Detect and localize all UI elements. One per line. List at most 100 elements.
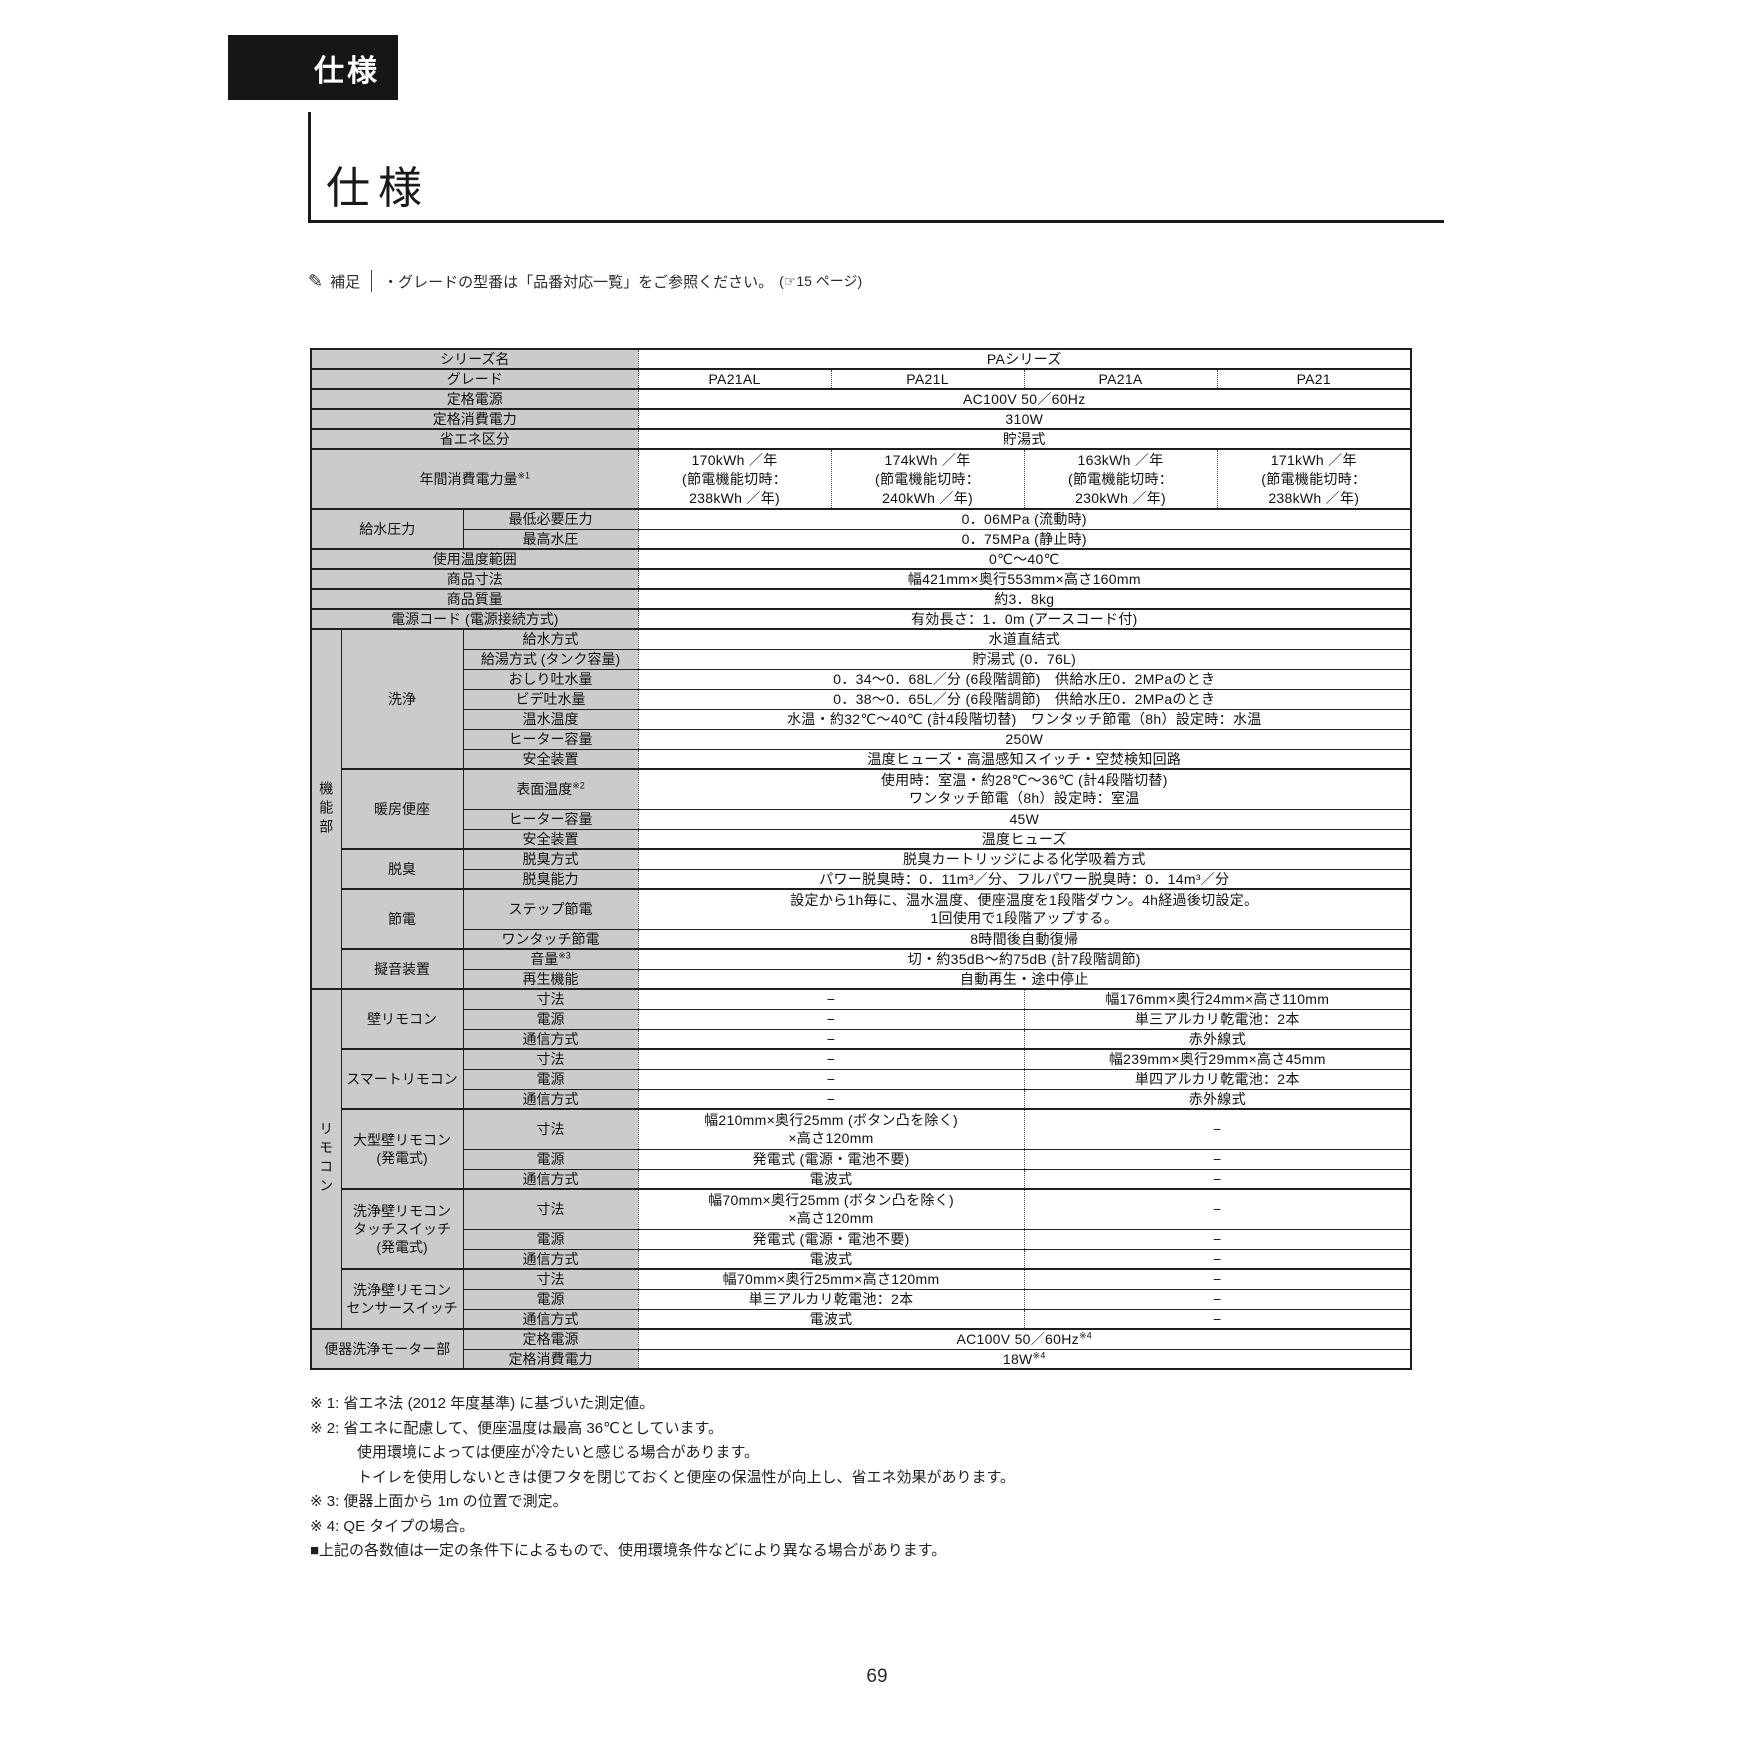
row-label: 通信方式 <box>462 1248 639 1269</box>
table-row: 節電 ステップ節電 設定から1h毎に、温水温度、便座温度を1段階ダウン。4h経過後切… <box>311 888 1412 949</box>
group-label: 洗浄壁リモコン センサースイッチ <box>340 1268 463 1329</box>
row-label: 最低必要圧力 <box>462 508 639 529</box>
row-label: 寸法 <box>462 1188 639 1229</box>
value-cell: − <box>1023 1288 1412 1309</box>
table-row: 温水温度 水温・約32℃～40℃ (計4段階切替) ワンタッチ節電（8h）設定時：… <box>311 708 1412 729</box>
row-label: 電源 <box>462 1008 639 1029</box>
footnote-line: トイレを使用しないときは便フタを閉じておくと便座の保温性が向上し、省エネ効果があ… <box>357 1468 1016 1486</box>
value-cell: − <box>1023 1108 1412 1149</box>
value-cell: 発電式 (電源・電池不要) <box>637 1228 1025 1249</box>
row-label: 商品質量 <box>310 588 639 609</box>
group-label: 暖房便座 <box>340 768 463 849</box>
value-cell: − <box>637 1008 1025 1029</box>
table-row: 定格消費電力 310W <box>310 408 1412 429</box>
supplement-note-label: 補足 <box>330 273 361 291</box>
row-label: 電源 <box>462 1148 639 1169</box>
value-cell: − <box>1023 1308 1412 1329</box>
row-label: 安全装置 <box>462 748 639 769</box>
table-row: 給湯方式 (タンク容量) 貯湯式 (0．76L) <box>311 648 1412 669</box>
group-label: 節電 <box>340 888 463 949</box>
table-row: 使用温度範囲 0℃～40℃ <box>310 548 1412 569</box>
value-cell: 171kWh ／年 (節電機能切時： 238kWh ／年) <box>1216 448 1412 509</box>
value-cell: 発電式 (電源・電池不要) <box>637 1148 1025 1169</box>
row-label: 最高水圧 <box>462 528 639 549</box>
row-label: 通信方式 <box>462 1088 639 1109</box>
value-cell: − <box>637 1048 1025 1069</box>
value-cell: − <box>1023 1168 1412 1189</box>
row-label: 定格電源 <box>310 388 639 409</box>
row-label: 商品寸法 <box>310 568 639 589</box>
value-cell: 0．06MPa (流動時) <box>637 508 1412 529</box>
value-cell: 幅70mm×奥行25mm×高さ120mm <box>637 1268 1025 1289</box>
row-label: ヒーター容量 <box>462 808 639 829</box>
row-label: 給湯方式 (タンク容量) <box>462 648 639 669</box>
value-cell: PA21L <box>830 368 1025 389</box>
row-label: グレード <box>310 368 639 389</box>
group-label: 便器洗浄モーター部 <box>310 1328 463 1369</box>
value-cell: 0．38～0．65L／分 (6段階調節) 供給水圧0．2MPaのとき <box>637 688 1412 709</box>
value-cell: AC100V 50／60Hz※4 <box>637 1328 1412 1349</box>
value-cell: 幅239mm×奥行29mm×高さ45mm <box>1023 1048 1412 1069</box>
table-row: ビデ吐水量 0．38～0．65L／分 (6段階調節) 供給水圧0．2MPaのとき <box>311 688 1412 709</box>
table-row: おしり吐水量 0．34～0．68L／分 (6段階調節) 供給水圧0．2MPaのとき <box>311 668 1412 689</box>
row-label: 省エネ区分 <box>310 428 639 449</box>
value-cell: − <box>637 1068 1025 1089</box>
group-label: 壁リモコン <box>340 988 463 1049</box>
row-label: 定格消費電力 <box>462 1348 639 1369</box>
value-cell: PAシリーズ <box>637 348 1412 369</box>
footnote-line: ■上記の各数値は一定の条件下によるもので、使用環境条件などにより異なる場合があり… <box>310 1542 947 1559</box>
value-cell: 0．75MPa (静止時) <box>637 528 1412 549</box>
group-label: 洗浄 <box>340 628 463 769</box>
row-label: 脱臭方式 <box>462 848 639 869</box>
table-row: ヒーター容量 250W <box>311 728 1412 749</box>
page-title: 仕様 <box>326 164 430 213</box>
table-row: 擬音装置 音量※3 切・約35dB～約75dB (計7段階調節) <box>311 948 1412 989</box>
value-cell: 310W <box>637 408 1412 429</box>
value-cell: 設定から1h毎に、温水温度、便座温度を1段階ダウン。4h経過後切設定。 1回使用で… <box>637 888 1412 929</box>
table-row: 安全装置 温度ヒューズ <box>311 828 1412 849</box>
table-row: 通信方式 電波式 − <box>311 1308 1412 1329</box>
value-cell: 貯湯式 <box>637 428 1412 449</box>
table-row: ワンタッチ節電 8時間後自動復帰 <box>311 928 1412 949</box>
table-row: 通信方式 電波式 − <box>311 1168 1412 1189</box>
row-label: 年間消費電力量※1 <box>310 448 639 509</box>
value-cell: 単四アルカリ乾電池：2本 <box>1023 1068 1412 1089</box>
table-row: シリーズ名 PAシリーズ <box>310 348 1412 369</box>
value-cell: 幅421mm×奥行553mm×高さ160mm <box>637 568 1412 589</box>
value-cell: 赤外線式 <box>1023 1088 1412 1109</box>
row-label: 給水方式 <box>462 628 639 649</box>
page-reference: (☞15 ページ) <box>779 273 863 289</box>
value-cell: 幅210mm×奥行25mm (ボタン凸を除く) ×高さ120mm <box>637 1108 1025 1149</box>
value-cell: 電波式 <box>637 1168 1025 1189</box>
row-label: ワンタッチ節電 <box>462 928 639 949</box>
section-label: リモコン <box>310 988 341 1329</box>
pencil-icon: ✎ <box>308 270 324 291</box>
row-label: おしり吐水量 <box>462 668 639 689</box>
table-row: 洗浄壁リモコン センサースイッチ 寸法 幅70mm×奥行25mm×高さ120mm − <box>311 1268 1412 1329</box>
spec-table-body: シリーズ名 PAシリーズ グレード PA21AL PA21L PA21A PA21 定格電源 A… <box>310 348 1412 1369</box>
table-row: 給水圧力 最低必要圧力 0．06MPa (流動時) <box>310 508 1412 549</box>
row-label: シリーズ名 <box>310 348 639 369</box>
value-cell: 幅70mm×奥行25mm (ボタン凸を除く) ×高さ120mm <box>637 1188 1025 1229</box>
row-label: 定格消費電力 <box>310 408 639 429</box>
row-label: ビデ吐水量 <box>462 688 639 709</box>
table-row: 通信方式 電波式 − <box>311 1248 1412 1269</box>
table-row: 定格電源 AC100V 50／60Hz <box>310 388 1412 409</box>
table-row: 再生機能 自動再生・途中停止 <box>311 968 1412 989</box>
table-row: 最高水圧 0．75MPa (静止時) <box>311 528 1412 549</box>
footnote-line: ※ 1: 省エネ法 (2012 年度基準) に基づいた測定値。 <box>310 1395 655 1412</box>
group-label: 擬音装置 <box>340 948 463 989</box>
group-label: 脱臭 <box>340 848 463 889</box>
value-cell: 切・約35dB～約75dB (計7段階調節) <box>637 948 1412 969</box>
value-cell: 使用時：室温・約28℃～36℃ (計4段階切替) ワンタッチ節電（8h）設定時：室… <box>637 768 1412 809</box>
table-row: 便器洗浄モーター部 定格電源 AC100V 50／60Hz※4 <box>310 1328 1412 1369</box>
row-label: ステップ節電 <box>462 888 639 929</box>
value-cell: − <box>637 988 1025 1009</box>
table-row: 商品寸法 幅421mm×奥行553mm×高さ160mm <box>310 568 1412 589</box>
value-cell: PA21 <box>1216 368 1412 389</box>
value-cell: 赤外線式 <box>1023 1028 1412 1049</box>
value-cell: 170kWh ／年 (節電機能切時： 238kWh ／年) <box>637 448 832 509</box>
value-cell: 有効長さ：1．0m (アースコード付) <box>637 608 1412 629</box>
row-label: 電源 <box>462 1288 639 1309</box>
